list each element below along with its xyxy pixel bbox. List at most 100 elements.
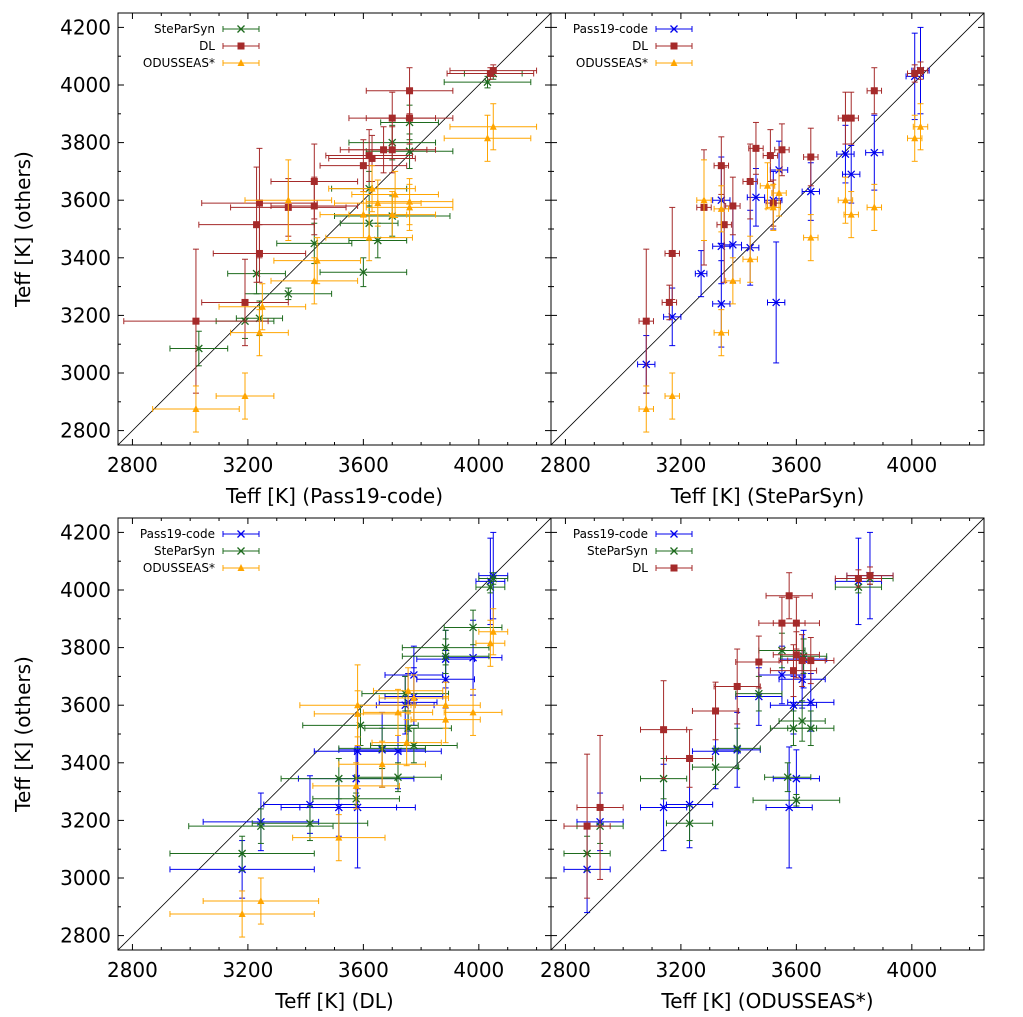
data-point [785,592,793,600]
x-tick-label: 3600 [771,453,822,477]
data-point [847,114,855,122]
series-dl [638,61,929,394]
data-point [394,773,402,782]
x-tick-label: 4000 [886,453,937,477]
data-point [404,686,412,694]
legend-label: ODUSSEAS* [143,561,215,575]
data-point [359,162,367,170]
legend-label: ODUSSEAS* [576,56,648,70]
data-point [711,763,720,772]
data-point [469,653,478,662]
data-point [754,689,763,698]
data-point [792,796,801,805]
data-point [469,623,478,632]
data-point [368,184,376,192]
data-point [775,189,783,196]
data-point [789,667,797,675]
data-point [792,619,800,627]
data-point [241,392,249,400]
data-point [911,69,919,77]
data-point [764,181,771,189]
data-point [192,405,200,412]
x-tick-label: 3200 [655,958,706,982]
data-point [807,657,815,665]
data-point [374,199,382,207]
data-point [489,627,497,635]
legend-label: Pass19-code [573,527,648,541]
data-point [777,671,786,679]
x-tick-label: 4000 [886,958,937,982]
one-to-one-line [118,13,551,445]
data-point [256,822,265,831]
data-point [798,717,807,725]
legend-marker [670,564,678,572]
data-point [368,154,376,162]
data-point [373,236,382,245]
one-to-one-line [551,13,984,445]
y-tick-label: 3200 [60,808,111,832]
data-point [772,298,781,307]
data-point [489,67,497,75]
data-point [660,726,668,734]
legend-label: DL [199,39,215,53]
data-layer [118,13,551,445]
legend-label: DL [632,561,648,575]
data-point [409,741,418,750]
data-point [685,800,694,809]
data-point [785,803,794,812]
data-point [841,150,850,159]
data-point [441,675,450,684]
data-point [847,170,856,179]
series-odusseas- [638,103,929,433]
y-tick-label: 3400 [60,751,111,775]
data-point [255,328,263,336]
data-point [310,177,318,185]
data-point [746,255,754,263]
x-tick-label: 2800 [107,958,158,982]
data-point [733,744,742,753]
data-point [717,242,726,251]
legend-label: Pass19-code [140,527,215,541]
data-point [394,747,402,756]
data-point [841,196,849,204]
data-point [717,204,725,212]
y-axis-title: Teff [K] (others) [11,151,35,308]
data-point [313,256,321,264]
legend-label: DL [632,39,648,53]
data-point [334,774,343,783]
data-point [403,738,411,746]
data-point [388,210,396,218]
panel-4: 2800 3200 3600 4000 Teff [K] (ODUSSEAS*) Pass… [540,517,985,1013]
x-axis-title: Teff [K] (DL) [274,989,394,1013]
x-tick-label: 3200 [222,453,273,477]
data-point [659,803,668,812]
data-point [194,344,203,353]
data-point [356,721,365,730]
y-tick-label: 3400 [60,246,111,270]
y-tick-label: 4000 [60,73,111,97]
data-point [359,268,368,277]
data-point [404,724,413,733]
legend-marker [670,42,678,50]
data-point [365,233,373,241]
y-tick-label: 3600 [60,188,111,212]
data-point [720,221,728,229]
data-point [854,574,862,582]
data-point [668,392,676,400]
x-axis-title: Teff [K] (ODUSSEAS*) [660,989,873,1013]
data-point [847,210,855,218]
data-point [916,122,924,130]
data-point [642,317,650,325]
data-point [335,833,343,841]
data-point [406,114,414,122]
data-point [911,134,919,142]
legend-marker [670,530,678,538]
data-point [258,302,266,310]
series-dl [123,64,538,394]
data-point [751,193,760,202]
data-point [746,177,754,185]
data-point [870,148,879,157]
data-point [806,698,815,707]
data-point [866,572,874,580]
data-point [405,147,414,156]
